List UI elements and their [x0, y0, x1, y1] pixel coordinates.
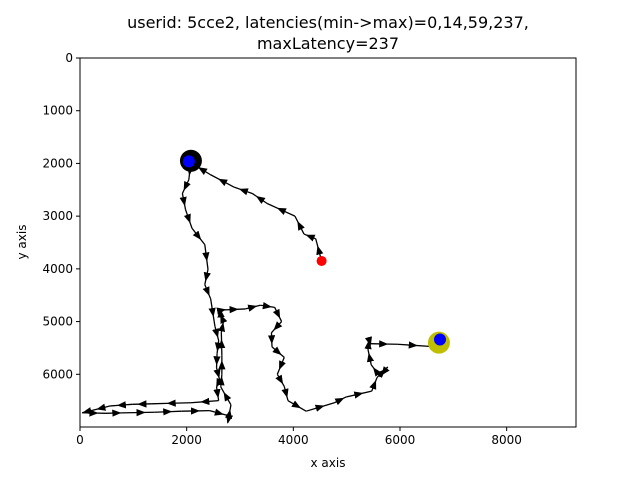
- path-segment: [132, 400, 152, 408]
- plot-area: [79, 57, 577, 428]
- path-segment: [224, 404, 233, 423]
- path-segment: [179, 193, 187, 210]
- path-segment: [370, 364, 382, 378]
- path-segment: [181, 179, 191, 194]
- path-segment: [191, 227, 206, 246]
- path-segment: [272, 307, 283, 322]
- path-segment: [267, 332, 276, 347]
- path-segment: [303, 233, 316, 242]
- y-tick-label: 0: [65, 51, 73, 65]
- path-segment: [202, 284, 212, 300]
- path-segment: [209, 408, 230, 417]
- chart-title-line1: userid: 5cce2, latencies(min->max)=0,14,…: [127, 13, 529, 32]
- plot-frame: [79, 57, 577, 428]
- path-segment: [203, 269, 211, 285]
- gaze-path: [81, 156, 440, 424]
- path-segment: [287, 400, 307, 412]
- x-tick-label: 4000: [278, 433, 309, 447]
- path-segment: [379, 366, 390, 378]
- path-segment: [245, 304, 261, 312]
- point-marker: [316, 255, 327, 266]
- path-segment: [217, 374, 225, 387]
- x-tick-label: 8000: [491, 433, 522, 447]
- chart-title-line2: maxLatency=237: [257, 34, 399, 53]
- path-segment: [281, 386, 289, 401]
- path-segment: [266, 202, 296, 217]
- path-segment: [151, 399, 191, 407]
- path-segment: [209, 173, 235, 188]
- path-segment: [217, 321, 226, 333]
- path-segment: [271, 346, 285, 358]
- markers: [179, 149, 450, 354]
- x-tick-label: 6000: [385, 433, 416, 447]
- y-tick-label: 1000: [42, 104, 73, 118]
- path-segment: [366, 349, 375, 365]
- path-segment: [154, 408, 182, 416]
- y-tick-label: 2000: [42, 156, 73, 170]
- path-segment: [183, 209, 193, 229]
- path-segment: [276, 357, 286, 375]
- path-segment: [370, 340, 398, 348]
- path-segment: [91, 403, 111, 412]
- path-segment: [220, 314, 228, 325]
- y-tick-label: 6000: [42, 367, 73, 381]
- path-segment: [82, 409, 106, 417]
- x-tick-label: 2000: [171, 433, 202, 447]
- path-segment: [110, 401, 133, 409]
- path-segment: [208, 298, 216, 327]
- path-segment: [181, 407, 210, 415]
- path-segment: [251, 192, 268, 205]
- path-segment: [345, 390, 372, 399]
- path-segment: [270, 321, 283, 334]
- y-tick-label: 3000: [42, 209, 73, 223]
- path-segment: [397, 341, 430, 349]
- y-axis-label: y axis: [15, 225, 29, 260]
- x-axis-ticks: 0 2000 4000 6000 8000: [76, 427, 522, 447]
- path-segment: [212, 326, 220, 341]
- path-segment: [127, 408, 155, 417]
- path-segment: [105, 409, 129, 417]
- path-segment: [218, 332, 226, 356]
- x-tick-label: 0: [76, 433, 84, 447]
- path-segment: [222, 306, 246, 314]
- path-segment: [305, 402, 335, 412]
- path-segment: [334, 396, 347, 406]
- path-segment: [214, 340, 223, 354]
- path-segment: [233, 186, 253, 196]
- path-segment: [213, 386, 221, 401]
- path-segment: [216, 307, 227, 315]
- path-segment: [217, 308, 225, 318]
- y-tick-label: 5000: [42, 315, 73, 329]
- y-tick-label: 4000: [42, 262, 73, 276]
- path-segment: [364, 336, 373, 347]
- point-marker: [434, 333, 446, 346]
- path-segment: [275, 373, 285, 387]
- x-axis-label: x axis: [311, 456, 346, 470]
- path-segment: [202, 244, 210, 270]
- path-segment: [215, 377, 224, 388]
- path-segment: [190, 397, 219, 405]
- point-marker: [182, 155, 195, 168]
- path-segment: [369, 377, 378, 392]
- path-segment: [260, 302, 275, 310]
- y-axis-ticks: 0 1000 2000 3000 4000 5000 6000: [42, 51, 80, 381]
- path-segment: [294, 215, 305, 235]
- path-segment: [213, 353, 221, 368]
- path-segment: [213, 367, 221, 381]
- path-segment: [220, 386, 232, 406]
